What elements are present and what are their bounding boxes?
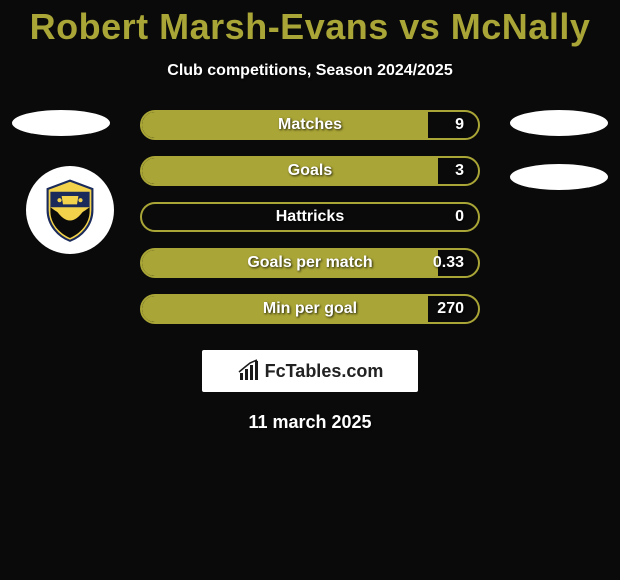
avatar-placeholder [510, 110, 608, 136]
stat-value: 270 [437, 296, 464, 322]
right-ellipses [510, 110, 608, 190]
stat-label: Min per goal [142, 296, 478, 322]
comparison-subtitle: Club competitions, Season 2024/2025 [0, 62, 620, 80]
stat-label: Hattricks [142, 204, 478, 230]
stat-value: 0.33 [433, 250, 464, 276]
stat-value: 9 [455, 112, 464, 138]
left-ellipses [12, 110, 110, 136]
stat-bar: Goals per match0.33 [140, 248, 480, 278]
club-crest [26, 166, 114, 254]
stat-bar: Goals3 [140, 156, 480, 186]
stat-value: 0 [455, 204, 464, 230]
crest-icon [35, 175, 105, 245]
stat-value: 3 [455, 158, 464, 184]
avatar-placeholder [12, 110, 110, 136]
infographic-container: Robert Marsh-Evans vs McNally Club compe… [0, 0, 620, 433]
source-logo-text: FcTables.com [265, 361, 384, 382]
comparison-title: Robert Marsh-Evans vs McNally [0, 0, 620, 48]
stats-list: Matches9Goals3Hattricks0Goals per match0… [140, 110, 480, 324]
chart-icon [237, 359, 261, 383]
stat-label: Goals [142, 158, 478, 184]
source-logo[interactable]: FcTables.com [202, 350, 418, 392]
stat-bar: Min per goal270 [140, 294, 480, 324]
date-text: 11 march 2025 [0, 412, 620, 433]
stat-bar: Hattricks0 [140, 202, 480, 232]
stat-label: Goals per match [142, 250, 478, 276]
stat-label: Matches [142, 112, 478, 138]
comparison-body: Matches9Goals3Hattricks0Goals per match0… [0, 110, 620, 324]
avatar-placeholder [510, 164, 608, 190]
stat-bar: Matches9 [140, 110, 480, 140]
